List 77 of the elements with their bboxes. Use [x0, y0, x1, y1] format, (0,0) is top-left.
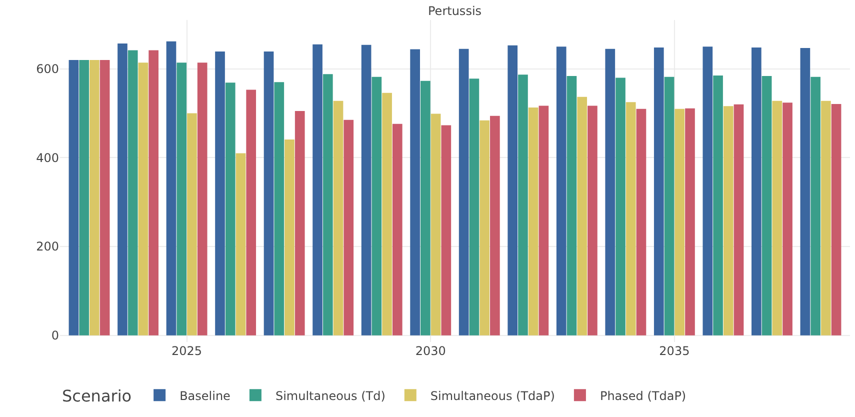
bar — [800, 48, 810, 336]
bar — [236, 153, 246, 336]
bar — [138, 62, 148, 336]
x-tick-label: 2030 — [415, 344, 446, 358]
bar — [713, 76, 723, 336]
bar — [264, 52, 274, 336]
bar — [528, 108, 538, 336]
bar — [166, 41, 176, 336]
bar — [577, 96, 588, 336]
bar — [674, 108, 685, 336]
bar — [566, 76, 577, 336]
bar — [810, 76, 820, 336]
bar — [392, 124, 402, 336]
bar — [636, 108, 646, 336]
legend-label: Phased (TdaP) — [600, 388, 686, 403]
bar — [702, 46, 713, 336]
bar — [372, 76, 382, 336]
bar — [480, 120, 490, 336]
legend-label: Simultaneous (Td) — [275, 388, 386, 403]
bar — [772, 100, 782, 336]
legend-label: Simultaneous (TdaP) — [430, 388, 555, 403]
bar — [187, 113, 197, 336]
bar — [626, 102, 636, 336]
bar — [508, 45, 518, 336]
bar — [654, 48, 664, 336]
x-tick-label: 2025 — [172, 344, 202, 358]
bar — [782, 102, 792, 336]
bar — [518, 74, 528, 336]
bar — [469, 78, 480, 336]
bar — [361, 44, 372, 336]
bar — [274, 82, 284, 336]
bar — [420, 80, 430, 336]
bar — [312, 44, 322, 336]
bar — [333, 100, 344, 336]
bar — [430, 114, 441, 336]
x-tick-label: 2035 — [659, 344, 690, 358]
bar — [821, 100, 831, 336]
bar — [752, 48, 762, 336]
y-tick-label: 200 — [36, 240, 59, 254]
bar — [128, 50, 138, 336]
bar — [225, 82, 236, 336]
bar — [382, 92, 392, 336]
bar — [723, 106, 734, 336]
bar — [685, 108, 695, 336]
bar — [458, 48, 469, 336]
bar — [616, 78, 626, 336]
bar — [100, 60, 110, 336]
bar — [215, 52, 225, 336]
y-tick-label: 600 — [36, 62, 59, 76]
bar — [831, 104, 842, 336]
bar — [284, 139, 294, 336]
bar — [148, 50, 158, 336]
bar — [734, 104, 744, 336]
legend-label: Baseline — [180, 388, 230, 403]
bar — [538, 106, 549, 336]
bar — [344, 120, 354, 336]
bar — [246, 90, 256, 336]
bar — [118, 44, 128, 336]
bar — [490, 116, 500, 336]
bar — [68, 60, 79, 336]
bar — [410, 49, 420, 336]
bar — [197, 62, 208, 336]
bar — [441, 125, 452, 336]
bar — [588, 106, 598, 336]
legend-title: Scenario — [62, 386, 132, 406]
bar — [79, 60, 89, 336]
y-tick-label: 400 — [36, 150, 59, 165]
bar — [762, 76, 772, 336]
bar — [556, 46, 566, 336]
chart-title: Pertussis — [428, 4, 482, 18]
bar — [90, 60, 100, 336]
bar — [664, 76, 674, 336]
bar — [294, 111, 305, 336]
y-tick-label: 0 — [51, 328, 59, 343]
bar — [176, 62, 187, 336]
bar — [322, 74, 333, 336]
bar — [605, 48, 616, 336]
